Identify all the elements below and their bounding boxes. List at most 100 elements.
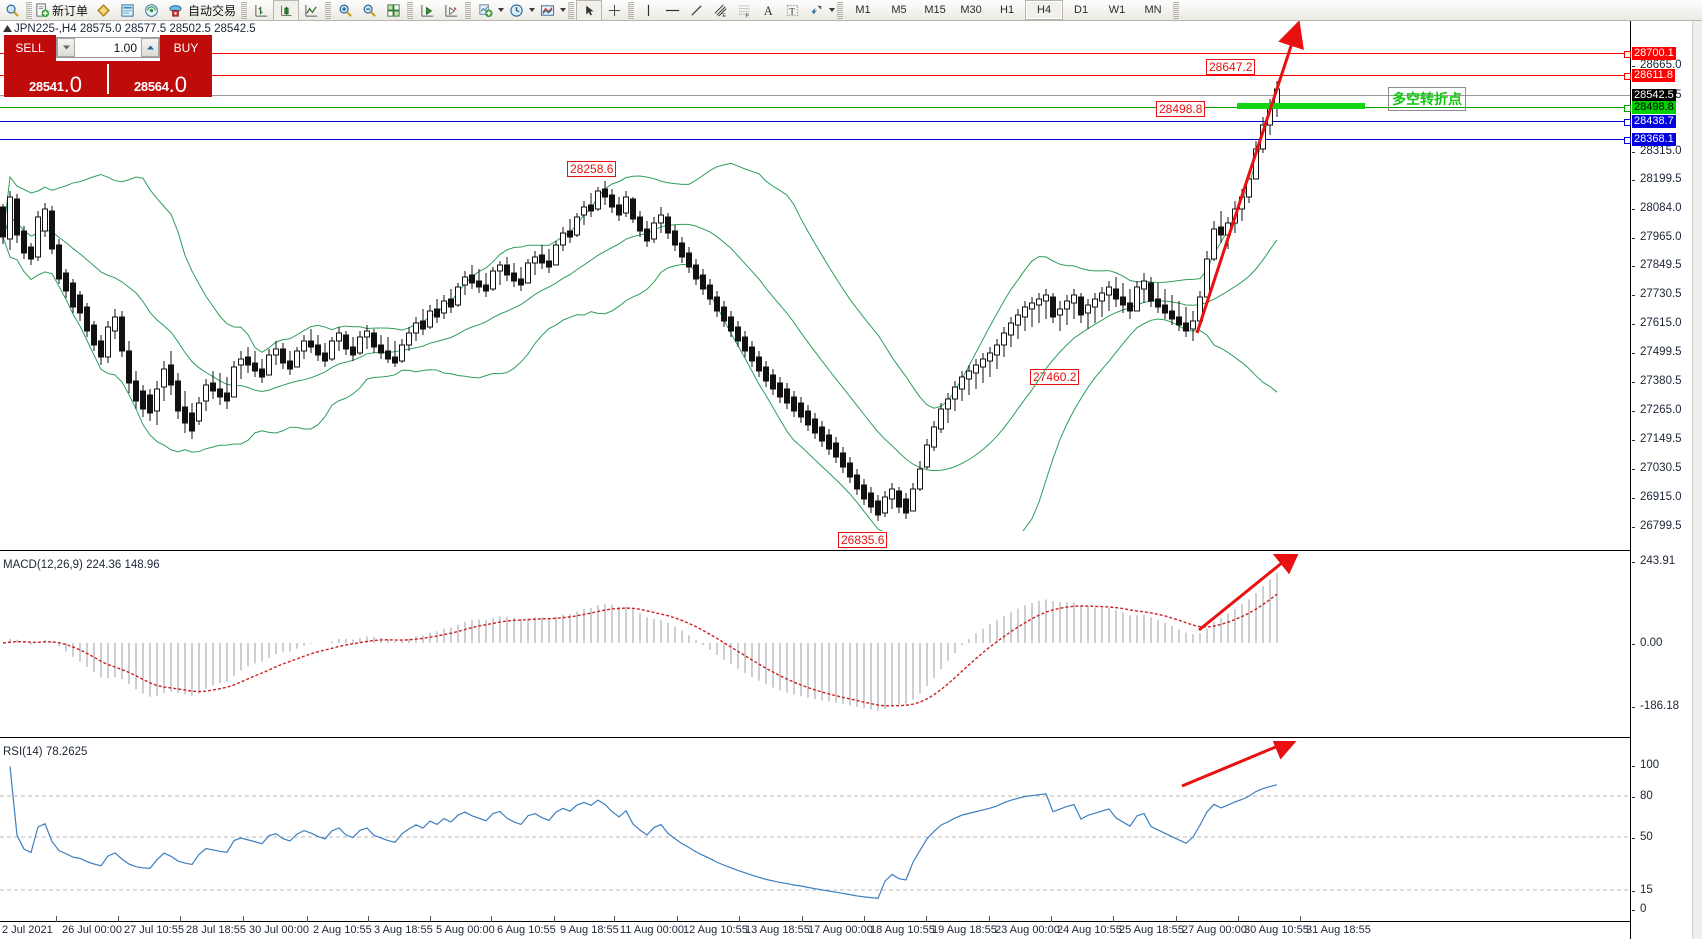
price-pane-graphics — [0, 21, 1365, 531]
price-level-line[interactable] — [0, 75, 1630, 76]
time-axis-label: 30 Jul 00:00 — [249, 924, 309, 936]
chevron-down-icon[interactable] — [529, 8, 536, 12]
sell-price[interactable]: 28541 .0 — [4, 61, 107, 97]
fibonacci-icon[interactable]: F — [732, 1, 756, 20]
time-axis-label: 6 Aug 10:55 — [497, 924, 556, 936]
timeframe-w1[interactable]: W1 — [1108, 4, 1126, 16]
buy-price-fraction: .0 — [168, 72, 187, 97]
vertical-scrollbar[interactable] — [1692, 21, 1702, 939]
buy-button[interactable]: BUY — [160, 35, 212, 61]
timeframe-d1[interactable]: D1 — [1074, 4, 1089, 16]
chart-area[interactable]: JPN225-,H4 28575.0 28577.5 28502.5 28542… — [0, 21, 1702, 940]
time-axis-label: 19 Aug 18:55 — [932, 924, 997, 936]
volume-increase-button[interactable] — [141, 38, 159, 57]
price-level-handle[interactable] — [1624, 51, 1631, 58]
price-level-handle[interactable] — [1624, 119, 1631, 126]
timeframe-m1[interactable]: M1 — [855, 4, 871, 16]
price-level-handle[interactable] — [1624, 73, 1631, 80]
toolbar-separator — [407, 1, 414, 19]
green-annotation-note[interactable]: 多空转折点 — [1388, 87, 1466, 111]
vertical-line-icon[interactable] — [636, 1, 660, 20]
price-level-handle[interactable] — [1624, 105, 1631, 112]
time-axis-label: 3 Aug 18:55 — [374, 924, 433, 936]
price-tick: 27730.5 — [1632, 288, 1682, 300]
zoom-in-icon[interactable] — [333, 1, 357, 20]
volume-stepper[interactable]: 1.00 — [56, 37, 160, 58]
auto-trading-button[interactable]: 自动交易 — [187, 1, 239, 20]
crosshair-icon[interactable] — [602, 1, 626, 20]
buy-price[interactable]: 28564 .0 — [109, 61, 212, 97]
price-level-line[interactable] — [0, 121, 1630, 122]
price-pane[interactable] — [0, 21, 1630, 531]
bar-chart-icon[interactable] — [249, 1, 273, 20]
price-tick: 27380.5 — [1632, 375, 1682, 387]
time-axis-label: 30 Aug 10:55 — [1244, 924, 1309, 936]
time-axis-label: 2 Aug 10:55 — [313, 924, 372, 936]
line-chart-icon[interactable] — [299, 1, 323, 20]
sell-button[interactable]: SELL — [4, 35, 56, 61]
timeframe-mn[interactable]: MN — [1144, 4, 1162, 16]
price-tick: 28315.0 — [1632, 145, 1682, 157]
price-level-line[interactable] — [0, 95, 1630, 96]
price-tag[interactable]: 27460.2 — [1030, 369, 1080, 385]
time-axis-label: 23 Aug 00:00 — [995, 924, 1060, 936]
price-level-handle[interactable] — [1624, 137, 1631, 144]
chart-collapse-icon[interactable] — [3, 25, 12, 33]
chart-shift-icon[interactable] — [415, 1, 439, 20]
price-level-line[interactable] — [0, 107, 1630, 108]
terminal-icon[interactable] — [115, 1, 139, 20]
time-axis-label: 2 Jul 2021 — [2, 924, 53, 936]
timeframe-m30[interactable]: M30 — [960, 4, 982, 16]
volume-decrease-button[interactable] — [57, 38, 75, 57]
price-tag[interactable]: 28258.6 — [567, 161, 617, 177]
new-order-button[interactable]: 新订单 — [34, 1, 91, 20]
price-tag[interactable]: 26835.6 — [838, 532, 888, 548]
time-axis-tick — [243, 916, 244, 922]
one-click-trading-panel[interactable]: SELL 1.00 BUY 28541 .0 28564 .0 — [4, 35, 212, 97]
chart-symbol-header: JPN225-,H4 28575.0 28577.5 28502.5 28542… — [14, 23, 256, 35]
price-scale[interactable]: 28665.0 28542.5 28315.0 28199.5 28084.0 27965… — [1630, 21, 1702, 939]
chevron-down-icon[interactable] — [498, 8, 505, 12]
auto-scroll-icon[interactable] — [439, 1, 463, 20]
price-tag[interactable]: 28647.2 — [1206, 59, 1256, 75]
equidistant-channel-icon[interactable]: E — [708, 1, 732, 20]
macd-pane[interactable] — [0, 554, 1630, 739]
add-indicator-icon[interactable] — [473, 1, 497, 20]
arrows-icon[interactable] — [804, 1, 828, 20]
time-axis: 2 Jul 2021 26 Jul 00:00 27 Jul 10:55 28 Jul… — [0, 916, 1630, 940]
templates-icon[interactable] — [535, 1, 559, 20]
time-axis-label: 11 Aug 00:00 — [620, 924, 685, 936]
time-axis-tick — [1238, 916, 1239, 922]
chevron-down-icon[interactable] — [829, 8, 836, 12]
market-icon[interactable] — [163, 1, 187, 20]
text-label-icon[interactable]: A — [756, 1, 780, 20]
volume-value[interactable]: 1.00 — [113, 40, 137, 55]
signal-icon[interactable] — [139, 1, 163, 20]
gold-diamond-icon[interactable] — [91, 1, 115, 20]
timeframe-m15[interactable]: M15 — [924, 4, 946, 16]
magnifier-icon[interactable] — [0, 1, 24, 20]
price-tick: 28199.5 — [1632, 173, 1682, 185]
tile-windows-icon[interactable] — [381, 1, 405, 20]
trendline-icon[interactable] — [684, 1, 708, 20]
text-box-icon[interactable]: T — [780, 1, 804, 20]
period-clock-icon[interactable] — [504, 1, 528, 20]
timeframe-m5[interactable]: M5 — [891, 4, 907, 16]
rsi-pane[interactable] — [0, 741, 1630, 939]
time-axis-tick — [430, 916, 431, 922]
horizontal-line-icon[interactable] — [660, 1, 684, 20]
timeframe-h4[interactable]: H4 — [1025, 0, 1064, 20]
candlestick-chart-icon[interactable] — [273, 0, 300, 21]
price-tag[interactable]: 28498.8 — [1156, 101, 1206, 117]
time-axis-tick — [1176, 916, 1177, 922]
timeframe-h1[interactable]: H1 — [1000, 4, 1015, 16]
sell-price-fraction: .0 — [63, 72, 82, 97]
price-level-line[interactable] — [0, 139, 1630, 140]
cursor-arrow-icon[interactable] — [576, 0, 603, 21]
price-tick: 27965.0 — [1632, 231, 1682, 243]
chevron-down-icon[interactable] — [560, 8, 567, 12]
zoom-out-icon[interactable] — [357, 1, 381, 20]
indicator-tick: -186.18 — [1631, 700, 1679, 712]
price-level-line[interactable] — [0, 53, 1630, 54]
time-axis-label: 24 Aug 10:55 — [1057, 924, 1122, 936]
